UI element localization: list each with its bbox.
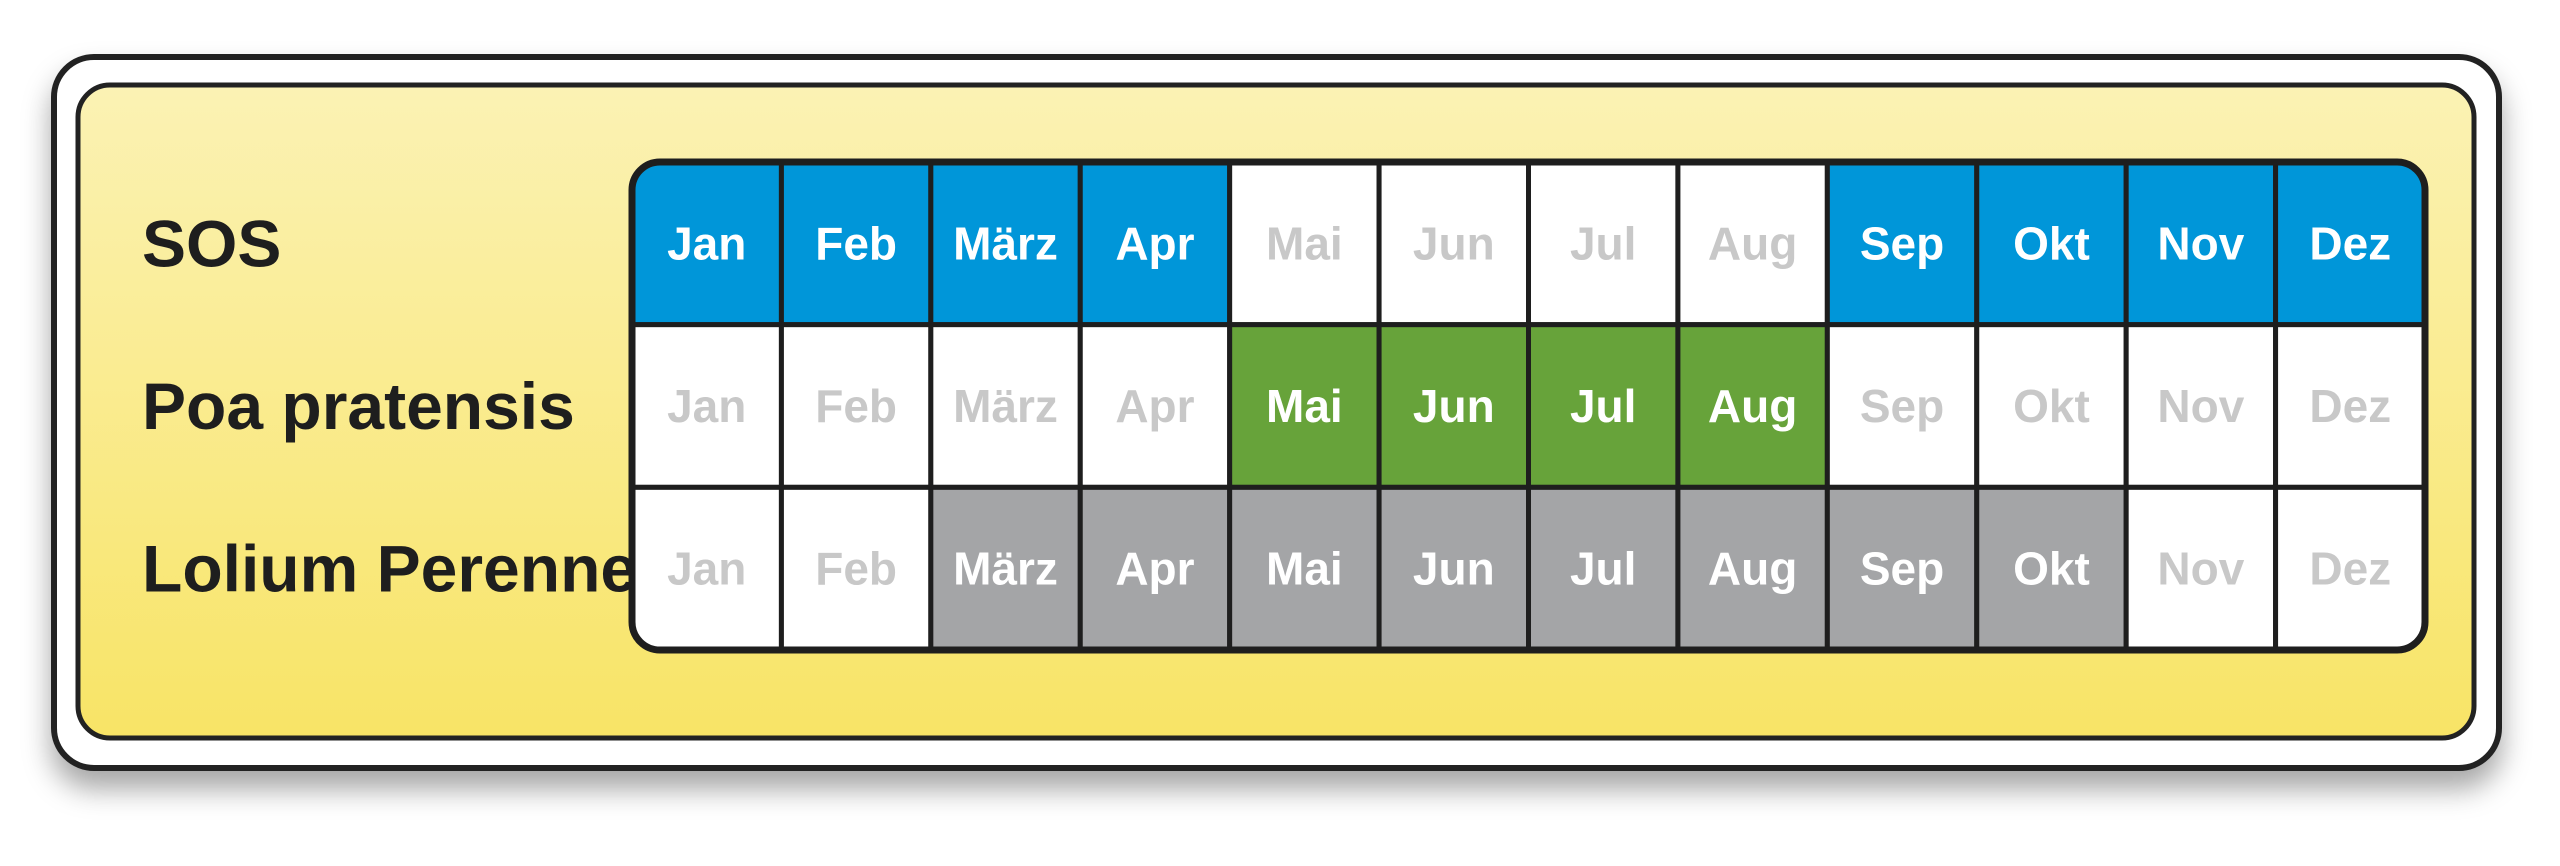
month-label: Nov bbox=[2157, 217, 2244, 269]
month-label: Nov bbox=[2157, 380, 2244, 432]
grid-border bbox=[628, 158, 2429, 654]
month-label: Jun bbox=[1413, 380, 1495, 432]
month-label: Apr bbox=[1115, 543, 1194, 595]
month-label: Sep bbox=[1860, 543, 1944, 595]
month-label: Jun bbox=[1413, 543, 1495, 595]
month-label: Feb bbox=[815, 543, 897, 595]
inactive-month-cell bbox=[1974, 322, 2129, 490]
active-month-cell bbox=[1227, 322, 1382, 490]
month-label: Jun bbox=[1413, 217, 1495, 269]
month-label: Dez bbox=[2309, 380, 2391, 432]
month-label: Aug bbox=[1708, 543, 1797, 595]
month-label: Dez bbox=[2309, 217, 2391, 269]
month-label: Mai bbox=[1266, 380, 1343, 432]
month-label: Sep bbox=[1860, 380, 1944, 432]
row-label: Lolium Perenne bbox=[142, 532, 637, 606]
month-label: März bbox=[953, 380, 1058, 432]
active-month-cell bbox=[1974, 484, 2129, 650]
month-label: Jul bbox=[1570, 217, 1636, 269]
row-label: SOS bbox=[142, 206, 281, 280]
month-label: Feb bbox=[815, 217, 897, 269]
month-label: Apr bbox=[1115, 380, 1194, 432]
month-label: Okt bbox=[2013, 217, 2090, 269]
active-month-cell bbox=[632, 162, 784, 328]
inactive-month-cell bbox=[2123, 322, 2279, 490]
row-label: Poa pratensis bbox=[142, 369, 575, 443]
month-label: Okt bbox=[2013, 380, 2090, 432]
month-label: Mai bbox=[1266, 217, 1343, 269]
month-label: Aug bbox=[1708, 380, 1797, 432]
month-label: Jul bbox=[1570, 543, 1636, 595]
month-label: Nov bbox=[2157, 543, 2244, 595]
month-label: Jul bbox=[1570, 380, 1636, 432]
month-label: Jan bbox=[667, 217, 746, 269]
inactive-month-cell bbox=[1227, 162, 1382, 328]
month-label: Aug bbox=[1708, 217, 1797, 269]
active-month-cell bbox=[1675, 322, 1830, 490]
month-label: Jan bbox=[667, 543, 746, 595]
active-month-cell bbox=[1227, 484, 1382, 650]
inactive-month-cell bbox=[1077, 322, 1233, 490]
active-month-cell bbox=[928, 484, 1083, 650]
month-label: Sep bbox=[1860, 217, 1944, 269]
month-label: März bbox=[953, 543, 1058, 595]
month-label: Jan bbox=[667, 380, 746, 432]
month-label: Feb bbox=[815, 380, 897, 432]
month-label: März bbox=[953, 217, 1058, 269]
month-label: Apr bbox=[1115, 217, 1194, 269]
active-month-cell bbox=[1675, 484, 1830, 650]
month-label: Okt bbox=[2013, 543, 2090, 595]
month-label: Dez bbox=[2309, 543, 2391, 595]
active-month-cell bbox=[1077, 484, 1233, 650]
month-label: Mai bbox=[1266, 543, 1343, 595]
